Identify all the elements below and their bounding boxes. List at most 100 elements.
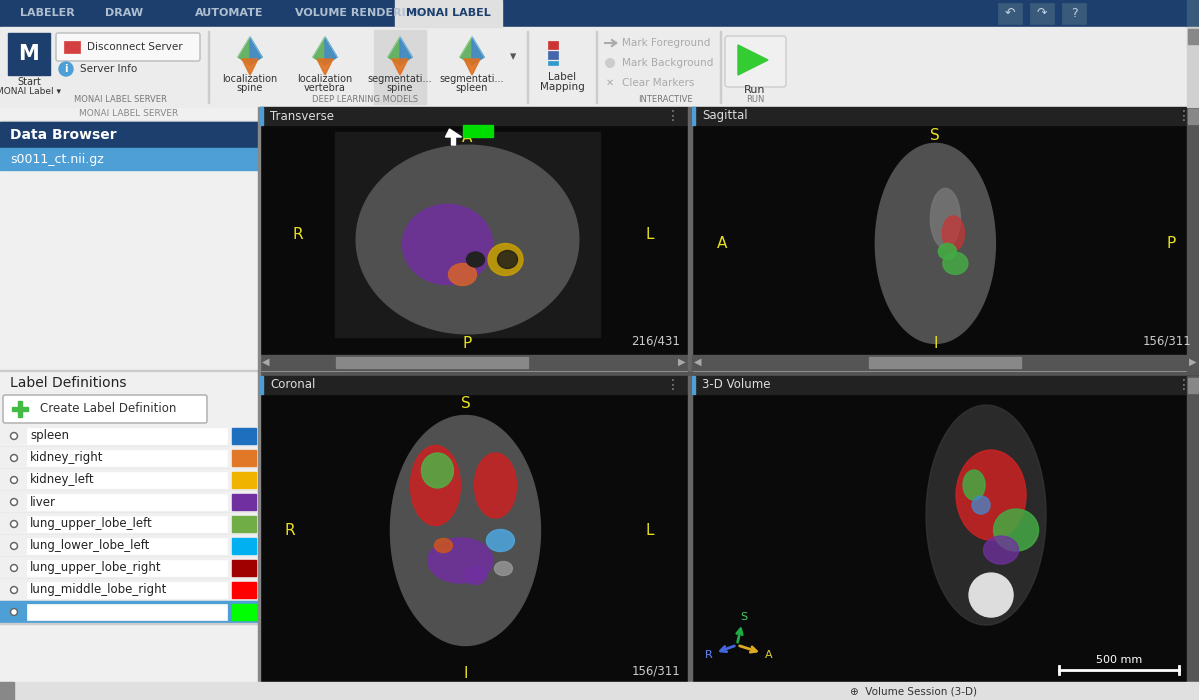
Text: Label Definitions: Label Definitions (10, 376, 127, 390)
Text: R: R (293, 227, 303, 242)
Bar (0, 107, 258, 700)
Bar (410, 687, 538, 698)
Text: MONAI Label ▾: MONAI Label ▾ (0, 87, 61, 95)
Bar (260, 107, 688, 355)
Ellipse shape (475, 453, 517, 518)
Bar (692, 107, 1199, 125)
Bar (0, 121, 258, 122)
Text: 156/311: 156/311 (1143, 334, 1191, 347)
Text: I: I (463, 666, 468, 680)
Text: P: P (463, 335, 472, 351)
Bar (231, 538, 257, 554)
Ellipse shape (487, 529, 514, 552)
Text: INTERACTIVE: INTERACTIVE (638, 95, 692, 104)
Text: S: S (930, 127, 940, 143)
Bar (1187, 376, 1199, 700)
Bar (463, 125, 493, 137)
Bar (336, 357, 528, 368)
Bar (231, 428, 257, 444)
Circle shape (11, 454, 18, 461)
Bar (0, 447, 258, 469)
Circle shape (11, 564, 18, 571)
Bar (1187, 0, 1199, 27)
Text: ▶: ▶ (1189, 357, 1197, 367)
Bar (28, 604, 227, 620)
Bar (0, 370, 258, 371)
Circle shape (11, 498, 18, 505)
Ellipse shape (466, 252, 484, 267)
Bar (1188, 109, 1198, 124)
Polygon shape (739, 45, 769, 75)
Text: Data Browser: Data Browser (10, 128, 116, 142)
Bar (692, 376, 1199, 394)
Circle shape (11, 433, 18, 440)
Circle shape (11, 608, 18, 615)
Text: DEEP LEARNING MODELS: DEEP LEARNING MODELS (312, 95, 418, 104)
Ellipse shape (983, 536, 1019, 564)
Circle shape (12, 522, 16, 526)
Ellipse shape (972, 496, 990, 514)
Text: lung_upper_lobe_right: lung_upper_lobe_right (30, 561, 162, 575)
FancyBboxPatch shape (725, 36, 787, 87)
Bar (374, 30, 426, 104)
Polygon shape (325, 37, 337, 65)
Ellipse shape (930, 188, 960, 248)
Text: MONAI LABEL SERVER: MONAI LABEL SERVER (79, 109, 179, 118)
Ellipse shape (963, 470, 986, 500)
Bar (258, 107, 260, 700)
Bar (28, 516, 227, 532)
Bar (0, 170, 258, 370)
Text: DRAW: DRAW (106, 8, 143, 18)
Polygon shape (464, 59, 480, 75)
Bar (688, 107, 692, 372)
Text: S: S (460, 396, 470, 412)
Polygon shape (875, 144, 995, 344)
Polygon shape (317, 59, 333, 75)
Text: 156/311: 156/311 (631, 664, 680, 677)
Bar (8, 33, 50, 75)
Bar (231, 604, 257, 620)
Text: Start: Start (17, 77, 41, 87)
Bar (0, 27, 1199, 107)
Bar (692, 107, 695, 125)
Ellipse shape (942, 253, 968, 274)
Bar (231, 472, 257, 488)
Circle shape (12, 434, 16, 438)
Bar (1188, 29, 1198, 44)
Text: ◀: ◀ (694, 687, 701, 697)
Bar (0, 557, 258, 579)
Bar (28, 428, 227, 444)
Text: ▶: ▶ (679, 357, 686, 367)
Circle shape (11, 477, 18, 484)
Ellipse shape (956, 450, 1026, 540)
Text: MONAI LABEL SERVER: MONAI LABEL SERVER (73, 95, 167, 104)
Text: A: A (463, 130, 472, 144)
Bar (231, 560, 257, 576)
Text: ⋮: ⋮ (1177, 109, 1191, 123)
Text: A: A (717, 236, 727, 251)
Bar (0, 148, 258, 170)
Text: ◀: ◀ (263, 687, 270, 697)
Polygon shape (926, 405, 1046, 625)
Text: localization: localization (222, 74, 278, 84)
Ellipse shape (403, 204, 493, 284)
FancyBboxPatch shape (56, 33, 200, 61)
Text: Server Info: Server Info (80, 64, 137, 74)
Bar (692, 376, 1199, 685)
Text: Run: Run (745, 85, 766, 95)
Bar (1187, 107, 1199, 372)
Text: 500 mm: 500 mm (1096, 655, 1143, 665)
Bar (28, 538, 227, 554)
Text: lung_lower_lobe_right: lung_lower_lobe_right (30, 606, 159, 619)
Bar (260, 376, 688, 685)
Bar (548, 51, 558, 59)
Ellipse shape (421, 453, 453, 488)
Text: R: R (284, 523, 295, 538)
Text: Mapping: Mapping (540, 82, 584, 92)
Text: ⋮: ⋮ (667, 109, 680, 123)
Bar (260, 376, 688, 394)
Circle shape (12, 566, 16, 570)
Ellipse shape (498, 251, 518, 269)
Bar (394, 0, 501, 27)
Circle shape (12, 500, 16, 504)
